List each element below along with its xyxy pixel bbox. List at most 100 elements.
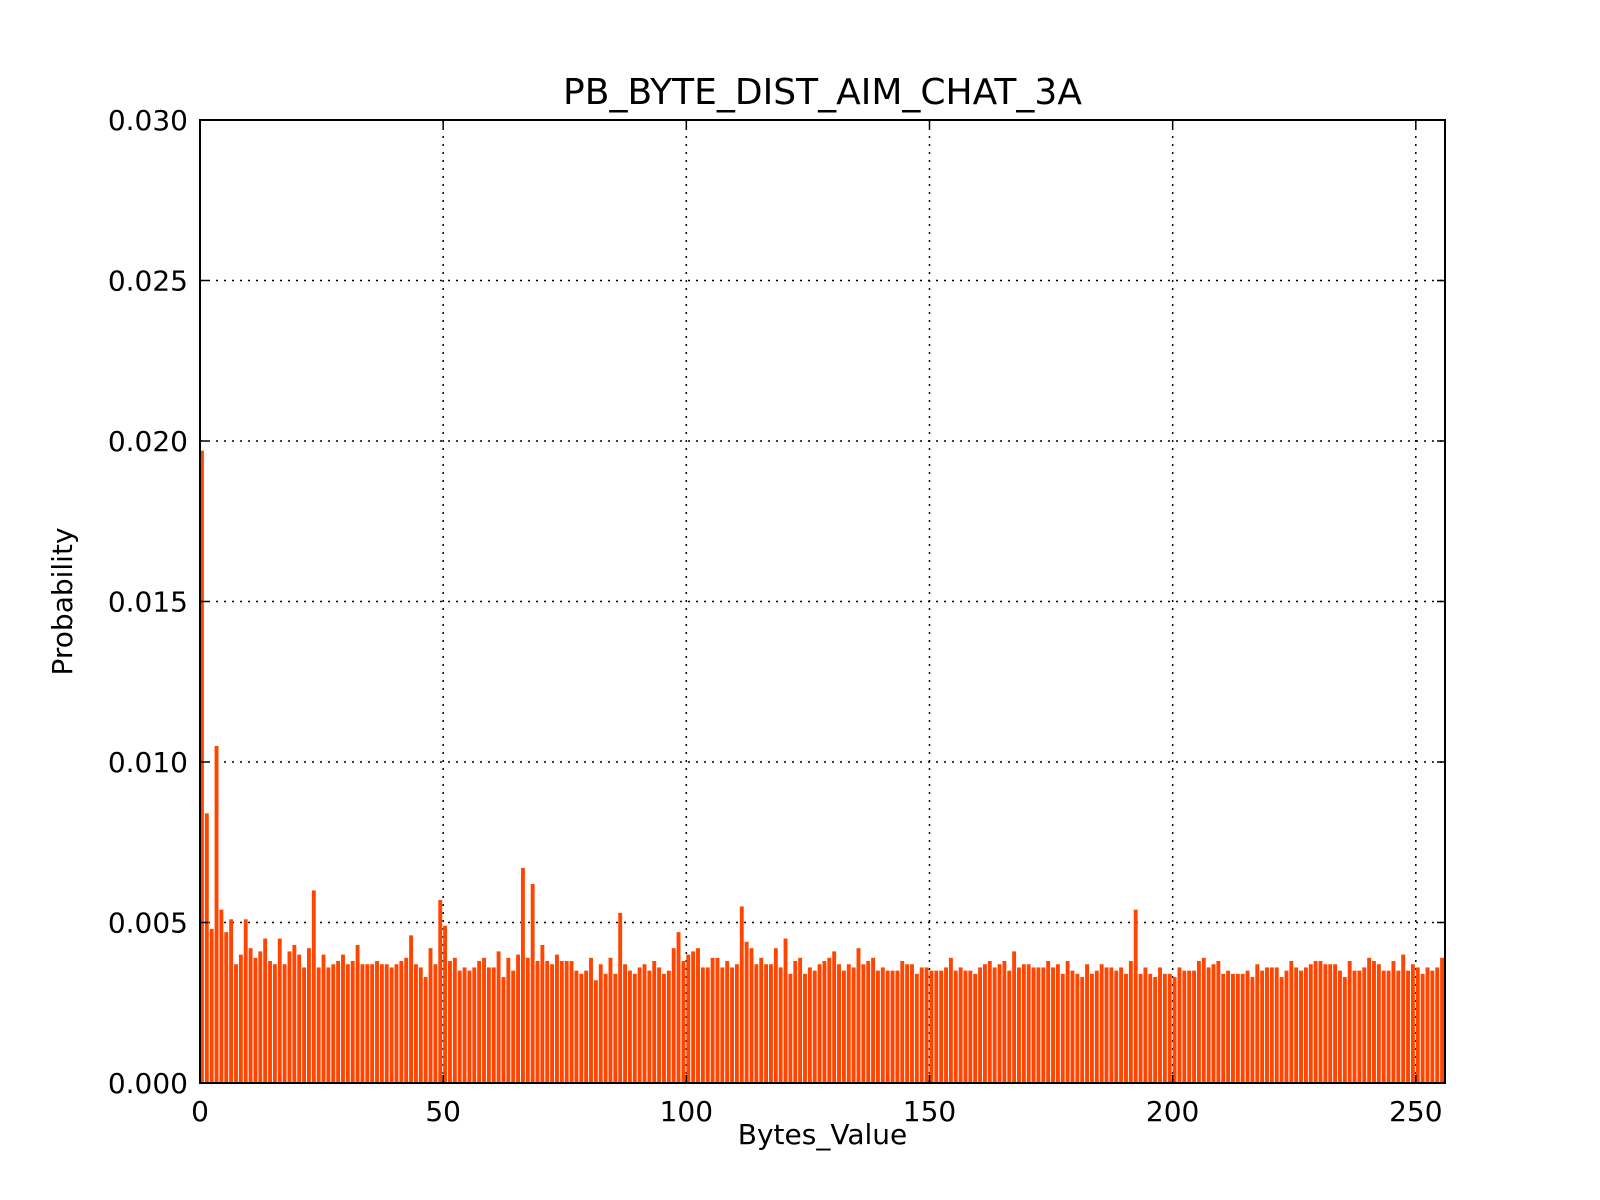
- bar: [272, 964, 277, 1083]
- bar: [1347, 961, 1352, 1083]
- bar: [822, 961, 827, 1083]
- bar: [1308, 964, 1313, 1083]
- bar: [929, 970, 934, 1083]
- bar: [666, 970, 671, 1083]
- bar: [297, 954, 302, 1083]
- bar: [545, 961, 550, 1083]
- bar: [350, 961, 355, 1083]
- bar: [783, 938, 788, 1083]
- bar: [720, 967, 725, 1083]
- bar: [1099, 964, 1104, 1083]
- chart-title: PB_BYTE_DIST_AIM_CHAT_3A: [563, 72, 1082, 113]
- bar: [448, 961, 452, 1083]
- bar: [691, 951, 696, 1083]
- bar: [1240, 973, 1245, 1083]
- bar: [710, 957, 715, 1083]
- bar: [1415, 967, 1420, 1083]
- bar: [880, 967, 885, 1083]
- bar: [944, 967, 948, 1083]
- bar: [428, 948, 433, 1083]
- bar: [1381, 970, 1386, 1083]
- y-tick-label: 0.000: [108, 1067, 188, 1100]
- bar: [306, 948, 311, 1083]
- bar: [1376, 964, 1381, 1083]
- bar: [550, 964, 555, 1083]
- bar: [618, 912, 623, 1083]
- bar: [277, 938, 282, 1083]
- bar: [1221, 973, 1226, 1083]
- bar: [1070, 970, 1075, 1083]
- bar: [851, 967, 856, 1083]
- bar: [958, 967, 963, 1083]
- bar: [705, 967, 710, 1083]
- bar: [1250, 977, 1255, 1083]
- bar: [311, 890, 316, 1083]
- bar: [1211, 964, 1216, 1083]
- bar: [914, 973, 919, 1083]
- bar: [1231, 973, 1235, 1083]
- bar: [482, 957, 486, 1083]
- bar: [1148, 973, 1153, 1083]
- bar: [302, 967, 307, 1083]
- y-tick-label: 0.030: [108, 104, 188, 137]
- bar: [681, 961, 686, 1083]
- bar: [1401, 954, 1406, 1083]
- bar: [1323, 964, 1328, 1083]
- bar: [1021, 964, 1026, 1083]
- bar: [608, 957, 613, 1083]
- bar: [1396, 970, 1401, 1083]
- bar: [598, 964, 603, 1083]
- bar: [948, 957, 953, 1083]
- bar: [1055, 964, 1060, 1083]
- bar: [1299, 970, 1303, 1083]
- bar: [764, 964, 769, 1083]
- x-tick-label: 0: [191, 1095, 209, 1128]
- bar: [841, 970, 846, 1083]
- bar: [511, 970, 516, 1083]
- bar: [1333, 964, 1338, 1083]
- bar: [759, 957, 764, 1083]
- bar: [1269, 967, 1274, 1083]
- bar: [812, 970, 817, 1083]
- bar: [856, 948, 861, 1083]
- bar: [443, 925, 448, 1083]
- bar: [642, 964, 647, 1083]
- grid: [200, 120, 1445, 1083]
- bar: [1216, 961, 1221, 1083]
- bar: [1007, 970, 1012, 1083]
- bar: [744, 941, 749, 1083]
- bar: [1206, 967, 1211, 1083]
- bar: [1041, 967, 1046, 1083]
- bar: [209, 928, 214, 1083]
- bar: [268, 961, 272, 1083]
- x-tick-label: 150: [903, 1095, 956, 1128]
- bar: [399, 961, 404, 1083]
- bar: [341, 954, 345, 1083]
- bar: [1328, 964, 1333, 1083]
- bar: [817, 964, 822, 1083]
- bar: [676, 932, 681, 1083]
- bar: [632, 973, 637, 1083]
- bar: [1303, 967, 1308, 1083]
- bar: [321, 954, 326, 1083]
- bar: [1085, 964, 1090, 1083]
- bar: [696, 948, 700, 1083]
- bar: [1182, 970, 1187, 1083]
- bar: [788, 973, 793, 1083]
- bar: [204, 813, 209, 1083]
- bar: [1172, 977, 1177, 1083]
- bar: [1158, 967, 1162, 1083]
- ticks: 0 50 100 150 200 250 0.000 0.005 0.010 0.015 0.020…: [108, 104, 1445, 1128]
- bar: [1109, 967, 1114, 1083]
- bar: [1002, 961, 1007, 1083]
- bar: [900, 961, 905, 1083]
- bar: [379, 964, 384, 1083]
- x-axis-label: Bytes_Value: [738, 1118, 907, 1151]
- bar: [1420, 973, 1425, 1083]
- bar: [662, 973, 666, 1083]
- bar: [905, 964, 910, 1083]
- bar: [885, 970, 890, 1083]
- bar: [1318, 961, 1323, 1083]
- bar: [861, 964, 866, 1083]
- bar: [287, 951, 292, 1083]
